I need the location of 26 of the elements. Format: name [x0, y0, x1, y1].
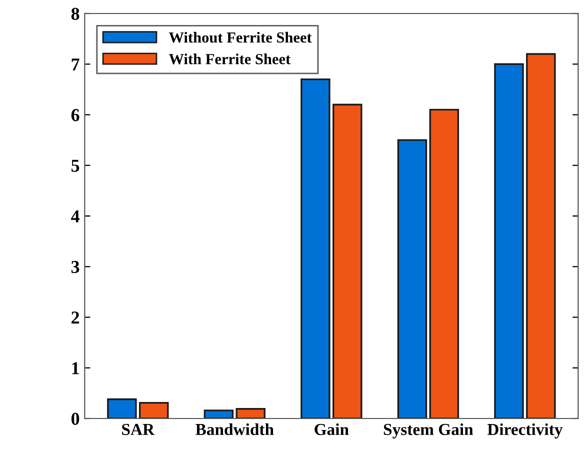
y-tick-label: 1: [72, 362, 79, 374]
x-tick-label: Directivity: [487, 423, 563, 439]
x-tick-label: Gain: [314, 423, 349, 436]
bar: [236, 408, 266, 418]
x-tick-label: Bandwidth: [196, 423, 274, 436]
bar: [300, 78, 330, 418]
legend-label: With Ferrite Sheet: [168, 54, 291, 64]
y-tick-label: 8: [71, 8, 80, 20]
y-tick-label: 7: [72, 58, 80, 70]
y-tick-label: 4: [71, 210, 80, 222]
y-tick-label: 0: [71, 412, 80, 425]
legend-label: Without Ferrite Sheet: [168, 32, 312, 43]
bar: [397, 139, 428, 418]
x-tick-label: System Gain: [384, 423, 474, 439]
y-tick-label: 3: [71, 260, 80, 274]
bar: [494, 63, 524, 418]
bar: [332, 104, 362, 418]
bar: [204, 410, 234, 418]
bar: [139, 402, 169, 418]
y-tick-label: 5: [72, 160, 80, 172]
bar: [429, 108, 460, 418]
bar: [526, 53, 556, 418]
bar: [107, 398, 137, 418]
x-tick-label: SAR: [122, 424, 155, 436]
y-tick-label: 6: [71, 109, 80, 122]
y-tick-label: 2: [72, 312, 80, 324]
